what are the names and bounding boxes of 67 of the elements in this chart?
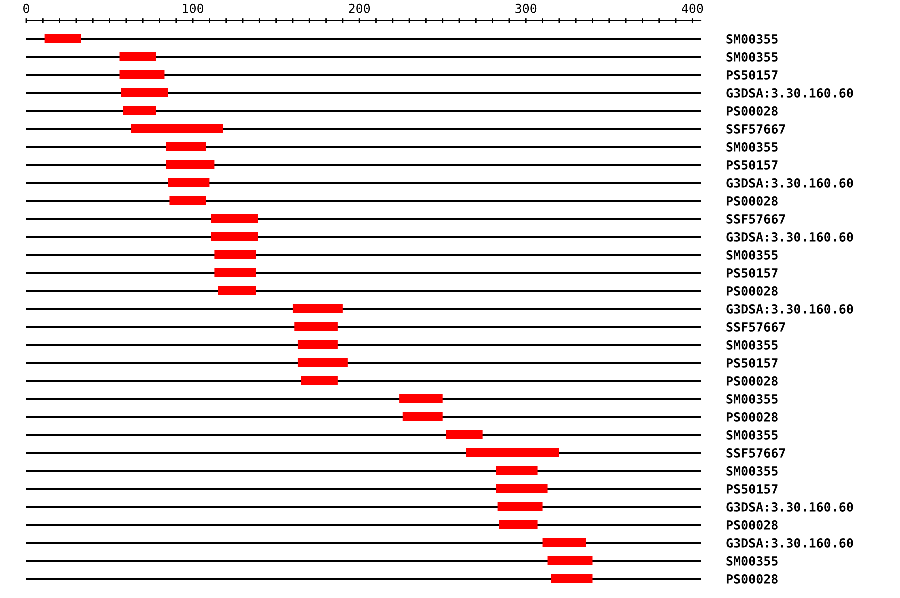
bar bbox=[120, 70, 165, 80]
bar bbox=[292, 304, 343, 314]
y-tick-label: G3DSA:3.30.160.60 bbox=[726, 304, 854, 314]
y-tick-label: G3DSA:3.30.160.60 bbox=[726, 88, 854, 98]
y-tick-label: G3DSA:3.30.160.60 bbox=[726, 502, 854, 512]
y-tick-label: SSF57667 bbox=[726, 124, 786, 134]
x-tick-label: 100 bbox=[183, 4, 204, 14]
y-tick-label: SM00355 bbox=[726, 466, 778, 476]
bar bbox=[214, 250, 256, 260]
y-tick-label: SM00355 bbox=[726, 34, 778, 44]
y-tick-label: PS00028 bbox=[726, 286, 778, 296]
bar bbox=[498, 502, 543, 512]
y-tick-label: SM00355 bbox=[726, 556, 778, 566]
bar bbox=[123, 106, 156, 116]
y-tick-label: SM00355 bbox=[726, 52, 778, 62]
bar bbox=[294, 322, 338, 332]
y-tick-label: PS00028 bbox=[726, 106, 778, 116]
y-tick-label: PS00028 bbox=[726, 520, 778, 530]
bar bbox=[131, 124, 224, 134]
y-tick-label: PS00028 bbox=[726, 574, 778, 584]
y-tick-label: G3DSA:3.30.160.60 bbox=[726, 538, 854, 548]
bar bbox=[211, 214, 258, 224]
y-tick-label: SM00355 bbox=[726, 340, 778, 350]
bar bbox=[400, 394, 443, 404]
bar bbox=[548, 556, 593, 566]
y-tick-label: G3DSA:3.30.160.60 bbox=[726, 232, 854, 242]
y-tick-label: PS50157 bbox=[726, 358, 778, 368]
x-tick-label: 0 bbox=[24, 4, 30, 14]
bar bbox=[551, 574, 593, 584]
bar bbox=[211, 232, 258, 242]
bar bbox=[166, 160, 215, 170]
bar bbox=[121, 88, 168, 98]
x-tick-label: 200 bbox=[349, 4, 370, 14]
bar bbox=[466, 448, 560, 458]
bar bbox=[120, 52, 156, 62]
x-tick-label: 300 bbox=[516, 4, 537, 14]
y-tick-label: SSF57667 bbox=[726, 322, 786, 332]
y-tick-label: PS50157 bbox=[726, 160, 778, 170]
bar bbox=[402, 412, 443, 422]
x-tick-label: 400 bbox=[682, 4, 704, 14]
bar bbox=[542, 538, 586, 548]
bar bbox=[446, 430, 483, 440]
y-tick-label: SM00355 bbox=[726, 394, 778, 404]
y-tick-label: SM00355 bbox=[726, 430, 778, 440]
y-tick-label: SM00355 bbox=[726, 142, 778, 152]
bar bbox=[496, 484, 548, 494]
y-tick-label: PS00028 bbox=[726, 412, 778, 422]
bar bbox=[499, 520, 538, 530]
bar bbox=[496, 466, 538, 476]
y-tick-label: SSF57667 bbox=[726, 214, 786, 224]
y-tick-label: PS50157 bbox=[726, 70, 778, 80]
bar bbox=[298, 358, 348, 368]
bar bbox=[218, 286, 256, 296]
bar bbox=[214, 268, 256, 278]
bar bbox=[166, 142, 206, 152]
bar bbox=[301, 376, 338, 386]
y-tick-label: G3DSA:3.30.160.60 bbox=[726, 178, 854, 188]
bar bbox=[168, 178, 210, 188]
y-tick-label: PS50157 bbox=[726, 484, 778, 494]
bar bbox=[170, 196, 206, 206]
y-tick-label: PS00028 bbox=[726, 376, 778, 386]
bar bbox=[298, 340, 338, 350]
y-tick-label: SM00355 bbox=[726, 250, 778, 260]
y-tick-label: PS00028 bbox=[726, 196, 778, 206]
y-tick-label: SSF57667 bbox=[726, 448, 786, 458]
y-tick-label: PS50157 bbox=[726, 268, 778, 278]
bar bbox=[44, 34, 82, 44]
